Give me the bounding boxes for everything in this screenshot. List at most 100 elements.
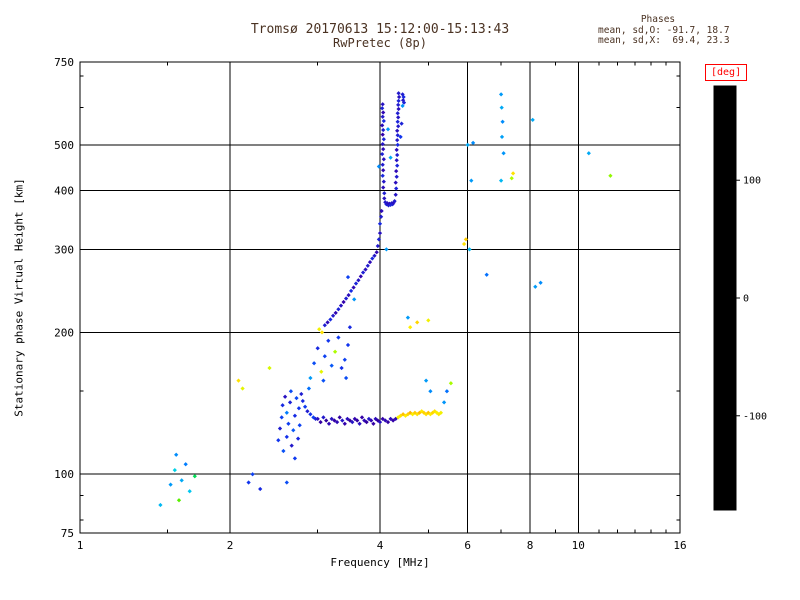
data-point xyxy=(396,115,401,120)
data-point xyxy=(382,196,387,201)
data-point xyxy=(333,310,338,316)
data-point xyxy=(340,418,345,423)
data-point xyxy=(236,378,241,383)
data-point xyxy=(380,114,385,119)
data-point xyxy=(441,400,447,405)
data-point xyxy=(380,102,385,107)
data-point xyxy=(240,386,245,391)
data-point xyxy=(396,94,402,100)
colorbar-ticks: 100 0 -100 xyxy=(736,176,767,422)
data-point xyxy=(415,320,420,325)
y-tick-label: 750 xyxy=(54,56,74,69)
data-point xyxy=(296,406,302,411)
data-point xyxy=(510,171,516,176)
data-point xyxy=(365,263,370,268)
data-point xyxy=(328,317,333,322)
colorbar-tick-label: 100 xyxy=(743,176,761,187)
data-point xyxy=(281,448,286,454)
plot-subtitle: RwPretec (8p) xyxy=(333,36,427,50)
data-point xyxy=(282,394,288,399)
data-point xyxy=(501,151,506,156)
data-point xyxy=(332,349,338,354)
data-point xyxy=(284,434,289,440)
data-point xyxy=(321,378,326,383)
data-point xyxy=(341,299,346,305)
data-point xyxy=(395,119,400,124)
data-point xyxy=(289,443,294,448)
data-point xyxy=(405,315,411,320)
data-point xyxy=(250,472,255,477)
x-tick-label: 10 xyxy=(572,539,585,552)
data-point xyxy=(326,421,332,426)
data-point xyxy=(267,365,272,371)
data-point xyxy=(498,92,504,97)
data-point xyxy=(343,296,349,301)
data-point xyxy=(286,421,291,426)
data-point xyxy=(381,185,386,190)
data-point xyxy=(509,176,514,181)
y-tick-label: 400 xyxy=(54,185,74,198)
data-point xyxy=(380,162,385,167)
data-point xyxy=(319,330,325,335)
data-point xyxy=(381,168,386,173)
data-point xyxy=(380,151,385,157)
data-point xyxy=(337,415,342,420)
axis-ticks xyxy=(79,61,681,534)
data-point xyxy=(292,456,298,461)
data-point xyxy=(179,478,184,483)
x-tick-label: 4 xyxy=(377,539,384,552)
data-point xyxy=(423,378,429,383)
data-point xyxy=(357,421,362,426)
data-point xyxy=(294,395,299,401)
data-point xyxy=(384,247,389,252)
data-point xyxy=(380,132,385,137)
x-tick-label: 8 xyxy=(527,539,534,552)
phases-x-mode: mean, sd,X: 69.4, 23.3 xyxy=(598,35,730,46)
data-point xyxy=(305,409,310,414)
scatter-points xyxy=(158,91,613,508)
colorbar-tick-label: 0 xyxy=(743,294,749,305)
data-point xyxy=(377,230,383,236)
data-point xyxy=(375,243,380,249)
x-axis-label: Frequency [MHz] xyxy=(330,556,430,569)
data-point xyxy=(288,389,294,394)
data-point xyxy=(329,363,334,368)
data-point xyxy=(321,415,326,420)
data-point xyxy=(381,118,386,124)
data-point xyxy=(318,419,323,425)
data-point xyxy=(396,98,401,104)
data-point xyxy=(388,155,393,160)
gridlines xyxy=(80,62,680,533)
data-point xyxy=(385,127,391,132)
data-point xyxy=(399,121,404,126)
data-point xyxy=(279,415,284,420)
data-point xyxy=(395,142,400,148)
data-point xyxy=(448,381,454,386)
data-point xyxy=(428,389,433,394)
data-point xyxy=(381,127,386,133)
colorbar-tick-label: -100 xyxy=(743,411,767,422)
data-point xyxy=(393,180,398,185)
data-point xyxy=(530,117,535,123)
data-point xyxy=(395,111,400,116)
data-point xyxy=(299,391,304,397)
data-point xyxy=(330,313,336,318)
data-point xyxy=(499,134,505,140)
data-point xyxy=(394,174,399,179)
y-tick-label: 75 xyxy=(61,527,74,540)
data-point xyxy=(352,297,357,302)
colorbar xyxy=(713,85,737,511)
data-point xyxy=(168,482,173,487)
data-point xyxy=(608,173,613,178)
data-point xyxy=(394,186,399,191)
data-point xyxy=(461,241,467,247)
data-point xyxy=(276,438,281,443)
data-point xyxy=(308,375,313,381)
data-point xyxy=(172,467,177,473)
data-point xyxy=(396,102,401,108)
data-point xyxy=(408,325,413,330)
phases-annotation: Phases mean, sd,O: -91.7, 18.7 mean, sd,… xyxy=(598,14,768,47)
data-point xyxy=(465,142,470,148)
data-point xyxy=(322,323,327,328)
x-tick-label: 2 xyxy=(227,539,234,552)
